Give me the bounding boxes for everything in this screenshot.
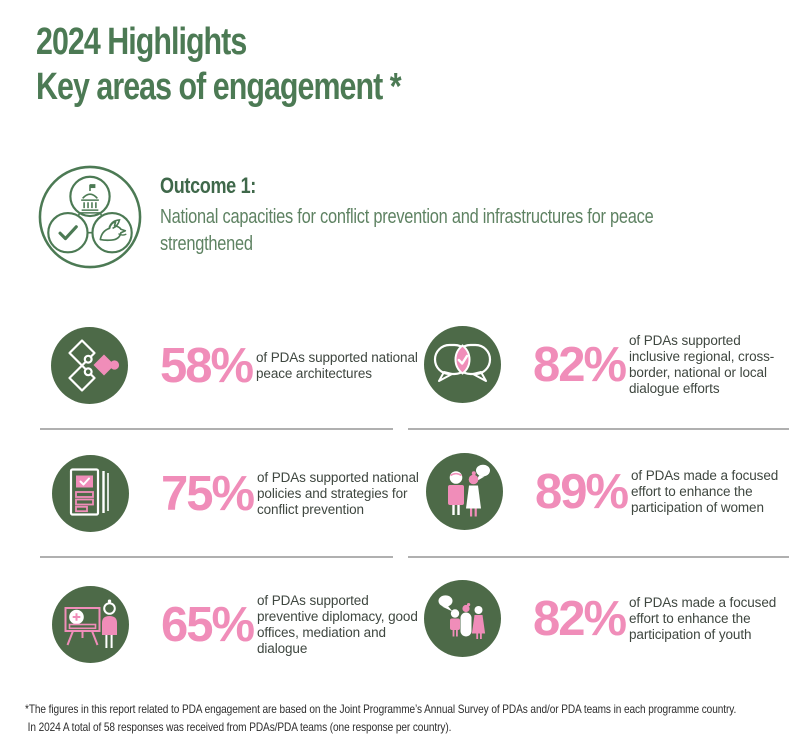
outcome-emblem-svg [38,165,142,269]
stat-description: of PDAs made a focused effort to enhance… [631,467,779,515]
stat-percent: 82% [533,337,627,392]
stat-description: of PDAs made a focused effort to enhance… [629,594,777,642]
divider [40,556,393,558]
stat-policies-strategies: 75% of PDAs supported national policies … [52,455,419,532]
divider [408,556,789,558]
stat-description: of PDAs supported national policies and … [257,469,419,517]
peace-dove-icon [99,219,127,242]
stat-percent: 58% [160,338,254,393]
page-title-line2: Key areas of engagement * [36,66,402,108]
footnote-line1: *The figures in this report related to P… [25,703,737,716]
page-title-line1: 2024 Highlights [36,21,247,63]
women-participation-icon [426,453,503,530]
youth-participation-icon [424,580,501,657]
dialogue-bubbles-icon [424,326,501,403]
stat-preventive-diplomacy: 65% of PDAs supported preventive diploma… [52,586,419,663]
policy-document-icon [52,455,129,532]
outcome-emblem-icon [37,164,143,270]
puzzle-pieces-icon [51,327,128,404]
stat-percent: 89% [535,464,629,519]
stat-percent: 75% [161,466,255,521]
stat-dialogue-efforts: 82% of PDAs supported inclusive regional… [424,326,791,403]
outcome-section: Outcome 1: National capacities for confl… [160,173,726,258]
stat-percent: 82% [533,591,627,646]
outcome-description: National capacities for conflict prevent… [160,206,654,255]
divider [40,428,393,430]
stat-description: of PDAs supported inclusive regional, cr… [629,332,775,396]
stat-participation-youth: 82% of PDAs made a focused effort to enh… [424,580,791,657]
stat-participation-women: 89% of PDAs made a focused effort to enh… [426,453,793,530]
stat-description: of PDAs supported national peace archite… [256,349,418,381]
stat-description: of PDAs supported preventive diplomacy, … [257,592,418,656]
divider [408,428,789,430]
outcome-heading: Outcome 1: [160,173,256,198]
footnote: *The figures in this report related to P… [25,701,800,736]
footnote-line2: In 2024 A total of 58 responses was rece… [27,720,452,734]
government-building-icon [79,184,101,214]
mediation-presentation-icon [52,586,129,663]
stat-percent: 65% [161,597,255,652]
stat-peace-architectures: 58% of PDAs supported national peace arc… [51,327,418,404]
page-title: 2024 Highlights Key areas of engagement … [36,20,402,110]
checkmark-icon [58,225,78,241]
